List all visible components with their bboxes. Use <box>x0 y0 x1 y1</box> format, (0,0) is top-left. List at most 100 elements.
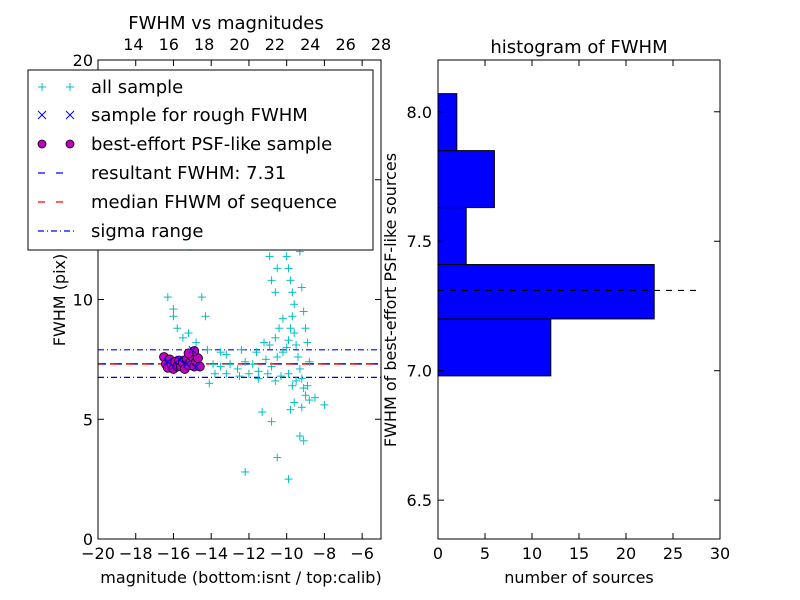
legend-box <box>27 69 374 251</box>
top-x-tick-label: 22 <box>265 35 285 54</box>
histogram-ylabel: FWHM of best-effort PSF-like sources <box>381 153 400 447</box>
all-sample-point <box>254 374 263 383</box>
legend-label: sigma range <box>91 221 203 242</box>
all-sample-point <box>163 293 172 302</box>
rough-sample-point <box>175 355 183 364</box>
all-sample-point <box>273 453 282 462</box>
x-stroke <box>192 362 200 371</box>
top-x-tick-label: 14 <box>123 35 143 54</box>
rough-sample-point <box>188 345 197 354</box>
all-sample-point <box>252 348 261 357</box>
all-sample-point <box>241 357 250 366</box>
legend-label: all sample <box>91 77 183 98</box>
all-sample-point <box>305 396 314 405</box>
y-tick-label: 7.5 <box>407 232 432 251</box>
y-tick-label: 7.0 <box>407 362 432 381</box>
legend-label: sample for rough FWHM <box>91 105 308 126</box>
legend-entry-resultant-fwhm: resultant FWHM: 7.31 <box>38 163 286 184</box>
histogram-bar <box>437 150 495 209</box>
all-sample-point <box>197 293 206 302</box>
x-tick-label: 30 <box>710 544 730 563</box>
all-sample-point <box>192 338 201 347</box>
scatter-top-x-axis: 14 16 18 20 22 24 26 28 <box>123 35 391 54</box>
all-sample-point <box>297 403 306 412</box>
legend-entry-sigma-range: sigma range <box>38 221 203 242</box>
rough-sample-point <box>169 362 178 371</box>
all-sample-point <box>277 372 286 381</box>
circle-marker-icon <box>65 139 75 149</box>
all-sample-point <box>226 360 235 369</box>
scatter-x-axis: −20 −18 −16 −14 −12 −10 −8 −6 <box>81 60 374 563</box>
rough-sample-series <box>163 345 200 371</box>
x-stroke <box>169 362 178 371</box>
all-sample-point <box>284 475 293 484</box>
best-sample-series <box>159 346 205 374</box>
all-sample-point <box>282 252 291 261</box>
histogram-y-axis: 6.5 7.0 7.5 8.0 <box>407 103 720 510</box>
all-sample-point <box>293 352 302 361</box>
all-sample-point <box>233 364 242 373</box>
scatter-panel: −20 −18 −16 −14 −12 −10 −8 −6 14 16 18 20 22 24 26 28 … <box>27 13 391 587</box>
all-sample-point <box>271 376 280 385</box>
all-sample-point <box>275 324 284 333</box>
legend-label: median FHWM of sequence <box>91 192 337 213</box>
all-sample-point <box>263 369 272 378</box>
all-sample-point <box>286 405 295 414</box>
x-tick-label: 0 <box>433 544 443 563</box>
all-sample-point <box>173 324 182 333</box>
x-tick-label: 25 <box>663 544 683 563</box>
histogram-bar <box>437 318 552 377</box>
all-sample-point <box>203 345 212 354</box>
all-sample-point <box>216 348 225 357</box>
x-tick-label: −14 <box>194 544 228 563</box>
all-sample-point <box>301 324 310 333</box>
all-sample-point <box>278 348 287 357</box>
histogram-panel: 0 5 10 15 20 25 30 6.5 7.0 7.5 8.0 histogram of F… <box>381 37 730 587</box>
x-tick-label: −16 <box>157 544 191 563</box>
scatter-title: FWHM vs magnitudes <box>128 13 323 34</box>
all-sample-point <box>201 312 210 321</box>
all-sample-point <box>310 393 319 402</box>
top-x-tick-label: 18 <box>194 35 214 54</box>
all-sample-point <box>254 367 263 376</box>
legend-entry-rough-sample: sample for rough FWHM <box>37 105 308 126</box>
all-sample-point <box>169 312 178 321</box>
all-sample-point <box>290 300 299 309</box>
top-x-tick-label: 20 <box>229 35 249 54</box>
all-sample-point <box>297 374 306 383</box>
x-tick-label: −10 <box>270 544 304 563</box>
legend-entry-all-sample: all sample <box>38 77 183 98</box>
all-sample-point <box>235 372 244 381</box>
y-tick-label: 0 <box>83 530 93 549</box>
all-sample-point <box>271 333 280 342</box>
scatter-legend: all sample sample for rough FWHM best-ef… <box>27 69 374 251</box>
all-sample-point <box>222 350 231 359</box>
all-sample-point <box>303 381 312 390</box>
all-sample-point <box>284 336 293 345</box>
x-tick-label: 10 <box>522 544 542 563</box>
y-tick-label: 8.0 <box>407 103 432 122</box>
y-tick-label: 20 <box>73 51 93 70</box>
x-tick-label: −8 <box>313 544 337 563</box>
top-x-tick-label: 16 <box>159 35 179 54</box>
all-sample-point <box>299 307 308 316</box>
plus-marker-icon <box>38 83 74 91</box>
x-stroke <box>182 360 191 369</box>
all-sample-point <box>222 369 231 378</box>
all-sample-point <box>320 400 329 409</box>
all-sample-point <box>205 379 214 388</box>
all-sample-point <box>241 467 250 476</box>
all-sample-point <box>299 436 308 445</box>
x-stroke <box>188 345 197 354</box>
all-sample-point <box>305 357 314 366</box>
all-sample-point <box>265 341 274 350</box>
y-tick-label: 10 <box>73 291 93 310</box>
all-sample-point <box>209 360 218 369</box>
all-sample-point <box>282 343 291 352</box>
all-sample-point <box>210 369 219 378</box>
all-sample-point <box>278 314 287 323</box>
all-sample-point <box>290 329 299 338</box>
top-x-tick-label: 24 <box>300 35 320 54</box>
all-sample-point <box>297 283 306 292</box>
all-sample-point <box>295 364 304 373</box>
